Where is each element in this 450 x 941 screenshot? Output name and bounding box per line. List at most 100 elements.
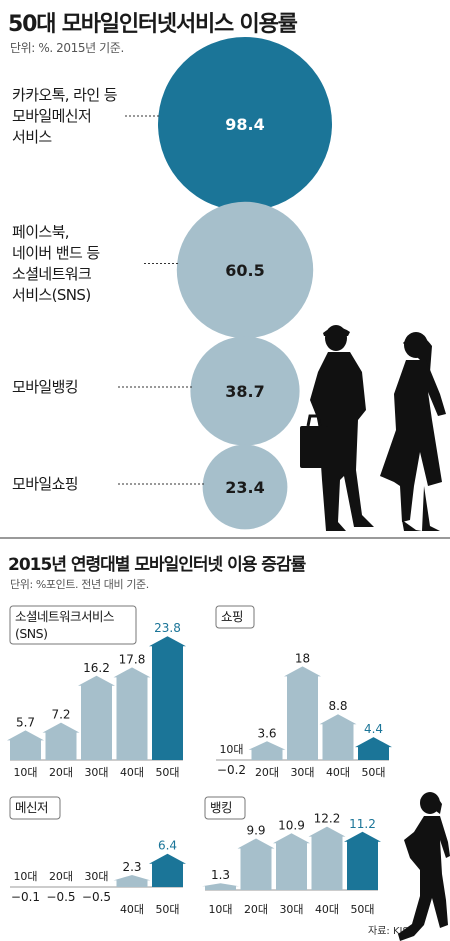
bar-value-label: 7.2	[51, 708, 70, 722]
bar-value-label: 1.3	[211, 868, 230, 882]
man-silhouette-icon	[300, 325, 374, 531]
bar-value-label: 2.3	[122, 860, 141, 874]
bubble-category-label: 소셜네트워크	[12, 265, 91, 283]
panel-title-box	[204, 796, 246, 820]
bubble-category-label: 모바일뱅킹	[12, 378, 78, 396]
unit-note: 단위: %. 2015년 기준.	[10, 41, 124, 55]
bar-value-label: −0.5	[82, 890, 111, 904]
category-label: 10대	[219, 743, 243, 756]
panel-title: 쇼핑	[221, 609, 243, 624]
bar-value-label: 8.8	[328, 699, 347, 713]
bubble-value-label: 98.4	[225, 115, 264, 134]
bar	[355, 737, 392, 760]
category-label: 50대	[350, 903, 374, 916]
bar-value-label: −0.5	[46, 890, 75, 904]
bar-value-label: 16.2	[83, 661, 110, 675]
category-label: 30대	[290, 766, 314, 779]
bar-value-label: 12.2	[314, 812, 341, 826]
category-label: 10대	[13, 766, 37, 779]
section2-unit-note: 단위: %포인트. 전년 대비 기준.	[10, 578, 149, 591]
category-label: 20대	[244, 903, 268, 916]
bubble-circle	[190, 336, 300, 446]
bar-value-label: 6.4	[158, 839, 177, 853]
bubble-category-label: 모바일쇼핑	[12, 475, 78, 493]
category-label: 30대	[279, 903, 303, 916]
bar-panel: 메신저 10대 −0.1 20대 −0.5 30대 −0.5 2.3 40대 6.4 50대	[9, 796, 186, 916]
panel-title: 소셜네트워크서비스	[15, 609, 114, 624]
bar	[202, 883, 239, 890]
bar-value-label: 23.8	[154, 621, 181, 635]
bar-panel: 소셜네트워크서비스 (SNS) 5.7 10대 7.2 20대 16.2 30대 17.8 40대…	[7, 605, 186, 779]
bar	[78, 675, 115, 760]
bar-value-label: 17.8	[119, 652, 146, 666]
bar	[284, 666, 321, 760]
category-label: 30대	[84, 766, 108, 779]
bar	[308, 826, 346, 890]
category-label: 20대	[49, 766, 73, 779]
people-silhouettes	[300, 325, 450, 941]
panel-title-box	[9, 796, 61, 820]
bubble-value-label: 23.4	[225, 478, 264, 497]
category-label: 40대	[326, 766, 350, 779]
bar	[113, 875, 151, 887]
category-label: 50대	[361, 766, 385, 779]
panel-title-box	[9, 605, 137, 645]
category-label: 50대	[155, 766, 179, 779]
bubble-value-label: 38.7	[225, 382, 264, 401]
source-note: 자료: KISA	[368, 926, 416, 937]
main-title: 50대 모바일인터넷서비스 이용률	[8, 12, 298, 37]
bubble-category-label: 서비스(SNS)	[12, 286, 91, 304]
panel-title: 뱅킹	[210, 800, 232, 815]
bar	[248, 741, 286, 760]
bar-panel: 뱅킹 1.3 10대 9.9 20대 10.9 30대 12.2 40대 11.2 50대	[202, 796, 381, 916]
bubble-category-label: 네이버 밴드 등	[12, 244, 100, 262]
panel-title: (SNS)	[15, 626, 47, 641]
panel-title-box	[215, 605, 255, 629]
bubble-circle	[158, 37, 332, 211]
category-label: 10대	[208, 903, 232, 916]
category-label: 40대	[315, 903, 339, 916]
panel-title: 메신저	[15, 800, 48, 815]
bubble-category-label: 카카오톡, 라인 등	[12, 86, 118, 104]
bar	[7, 730, 44, 760]
bar	[42, 722, 80, 760]
bubble-circle	[202, 444, 288, 530]
woman-silhouette-icon	[380, 332, 446, 531]
category-label: 30대	[84, 870, 108, 883]
bar-value-label: 11.2	[349, 817, 376, 831]
bar-value-label: 10.9	[278, 818, 305, 832]
bubble-item: 23.4 모바일쇼핑	[12, 444, 288, 530]
bar-value-label: 9.9	[246, 824, 265, 838]
section-divider	[0, 537, 450, 539]
bar-value-label: 18	[295, 651, 310, 665]
category-label: 40대	[120, 766, 144, 779]
category-label: 40대	[120, 903, 144, 916]
bubble-category-label: 페이스북,	[12, 223, 69, 241]
bar-value-label: 4.4	[364, 722, 383, 736]
bubble-value-label: 60.5	[225, 261, 264, 280]
bar	[237, 838, 275, 890]
bar	[149, 853, 186, 887]
walking-woman-silhouette-icon	[398, 792, 450, 941]
bar	[113, 667, 151, 760]
bubble-circle	[176, 201, 314, 339]
bar-value-label: 5.7	[16, 715, 35, 729]
bubble-item: 38.7 모바일뱅킹	[12, 336, 300, 446]
category-label: 20대	[255, 766, 279, 779]
section2-title: 2015년 연령대별 모바일인터넷 이용 증감률	[8, 555, 306, 575]
bar	[344, 831, 381, 890]
bar-value-label: −0.1	[11, 890, 40, 904]
category-label: 50대	[155, 903, 179, 916]
category-label: 20대	[49, 870, 73, 883]
bar	[273, 833, 310, 890]
bar	[149, 636, 186, 760]
bubble-category-label: 서비스	[12, 128, 52, 146]
bar-panel: 쇼핑 10대 −0.2 3.6 20대 18 30대 8.8 40대 4.4 50대	[215, 605, 392, 779]
bubble-category-label: 모바일메신저	[12, 107, 91, 125]
category-label: 10대	[13, 870, 37, 883]
bar-value-label: −0.2	[217, 763, 246, 777]
bar-value-label: 3.6	[257, 726, 276, 740]
